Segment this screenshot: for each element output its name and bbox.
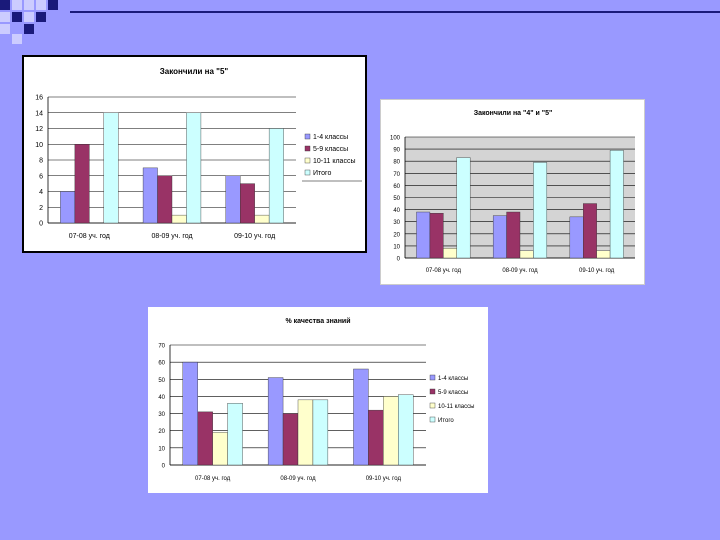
category-label: 09-10 уч. год — [366, 476, 402, 482]
bar-3-cat-1 — [212, 432, 228, 466]
y-tick-label: 60 — [158, 361, 165, 367]
bar-4-cat-3 — [268, 128, 284, 224]
legend-label: 5-9 классы — [438, 390, 468, 396]
bar-1-cat-1 — [182, 361, 198, 466]
y-tick-label: 20 — [158, 429, 165, 435]
category-label: 09-10 уч. год — [234, 233, 275, 240]
bar-2-cat-2 — [282, 413, 299, 466]
bar-1-cat-3 — [353, 368, 369, 466]
legend-label: 1-4 классы — [313, 134, 348, 141]
y-tick-label: 90 — [393, 148, 400, 154]
legend-swatch — [304, 145, 311, 152]
chart-finished-with-5: Закончили на "5" 0 2 4 6 8 10 12 14 16 07-08 уч. г… — [22, 55, 367, 253]
legend-swatch — [429, 416, 436, 423]
header-rule — [70, 11, 720, 13]
bar-4-cat-1 — [227, 403, 243, 466]
y-tick-label: 60 — [393, 184, 400, 190]
bar-2-cat-3 — [368, 409, 384, 466]
bar-1-cat-2 — [267, 377, 284, 466]
y-tick-label: 10 — [158, 446, 165, 452]
y-tick-label: 2 — [39, 205, 43, 212]
legend-swatch — [429, 388, 436, 395]
bar-3-cat-2 — [519, 250, 534, 259]
category-label: 08-09 уч. год — [502, 268, 538, 274]
y-tick-label: 8 — [39, 158, 43, 165]
legend-swatch — [429, 402, 436, 409]
bar-3-cat-3 — [383, 396, 399, 466]
legend-swatch — [304, 169, 311, 176]
y-tick-label: 0 — [397, 257, 401, 263]
bar-3-cat-3 — [254, 214, 270, 224]
corner-squares-decoration — [0, 0, 58, 44]
y-tick-label: 30 — [393, 220, 400, 226]
bar-4-cat-1 — [456, 157, 471, 259]
legend-swatch — [304, 133, 311, 140]
category-label: 08-09 уч. год — [280, 476, 316, 482]
chart-title: Закончили на "5" — [160, 67, 229, 76]
legend-label: 10-11 классы — [313, 158, 355, 165]
legend-label: 10-11 классы — [438, 404, 474, 410]
bar-3-cat-3 — [596, 250, 611, 259]
y-tick-label: 30 — [158, 412, 165, 418]
bar-2-cat-1 — [74, 144, 90, 224]
y-tick-label: 40 — [158, 395, 165, 401]
bar-4-cat-2 — [312, 399, 329, 466]
category-label: 08-09 уч. год — [151, 233, 192, 240]
y-tick-label: 16 — [35, 95, 43, 102]
category-label: 07-08 уч. год — [426, 268, 462, 274]
y-tick-label: 4 — [39, 189, 43, 196]
bar-1-cat-3 — [225, 175, 241, 224]
bar-4-cat-1 — [103, 112, 119, 224]
y-tick-label: 50 — [158, 378, 165, 384]
chart-knowledge-quality: % качества знаний 0 10 20 30 40 50 60 70 07-08 уч… — [148, 307, 488, 493]
legend-label: Итого — [313, 170, 331, 177]
y-tick-label: 70 — [393, 172, 400, 178]
bar-4-cat-2 — [533, 162, 548, 259]
legend-label: Итого — [438, 418, 454, 424]
chart-title: % качества знаний — [285, 317, 350, 325]
bar-2-cat-1 — [197, 411, 213, 466]
y-tick-label: 80 — [393, 160, 400, 166]
category-label: 07-08 уч. год — [69, 233, 110, 240]
bar-2-cat-2 — [157, 175, 173, 224]
bar-1-cat-2 — [142, 167, 158, 224]
y-tick-label: 40 — [393, 208, 400, 214]
y-tick-label: 14 — [35, 110, 43, 117]
category-label: 07-08 уч. год — [195, 476, 231, 482]
bar-2-cat-3 — [583, 203, 597, 259]
bar-4-cat-3 — [609, 150, 624, 259]
bar-4-cat-3 — [398, 394, 414, 466]
y-tick-label: 50 — [393, 196, 400, 202]
y-tick-label: 100 — [390, 136, 401, 142]
bar-3-cat-2 — [297, 399, 314, 466]
y-tick-label: 12 — [35, 126, 43, 133]
bar-1-cat-1 — [416, 211, 431, 259]
chart-finished-with-4-and-5: Закончили на "4" и "5" 0 10 20 30 40 50 60 70 80 9… — [380, 99, 645, 285]
bar-3-cat-1 — [443, 248, 457, 259]
legend-label: 1-4 классы — [438, 376, 468, 382]
y-tick-label: 70 — [158, 344, 165, 350]
bar-2-cat-1 — [429, 213, 444, 259]
bar-2-cat-2 — [506, 211, 521, 259]
bar-1-cat-3 — [569, 216, 584, 259]
legend-swatch — [304, 157, 311, 164]
bar-1-cat-2 — [492, 215, 507, 259]
bar-1-cat-1 — [60, 191, 76, 224]
y-tick-label: 10 — [35, 142, 43, 149]
bar-4-cat-2 — [186, 112, 202, 224]
bar-2-cat-3 — [239, 183, 255, 224]
y-tick-label: 0 — [39, 221, 43, 228]
y-tick-label: 0 — [162, 464, 166, 470]
y-tick-label: 6 — [39, 173, 43, 180]
bar-3-cat-2 — [171, 214, 187, 224]
y-tick-label: 10 — [393, 244, 400, 250]
chart-title: Закончили на "4" и "5" — [474, 110, 553, 117]
legend-swatch — [429, 374, 436, 381]
legend-label: 5-9 классы — [313, 146, 348, 153]
y-tick-label: 20 — [393, 232, 400, 238]
category-label: 09-10 уч. год — [579, 268, 615, 274]
